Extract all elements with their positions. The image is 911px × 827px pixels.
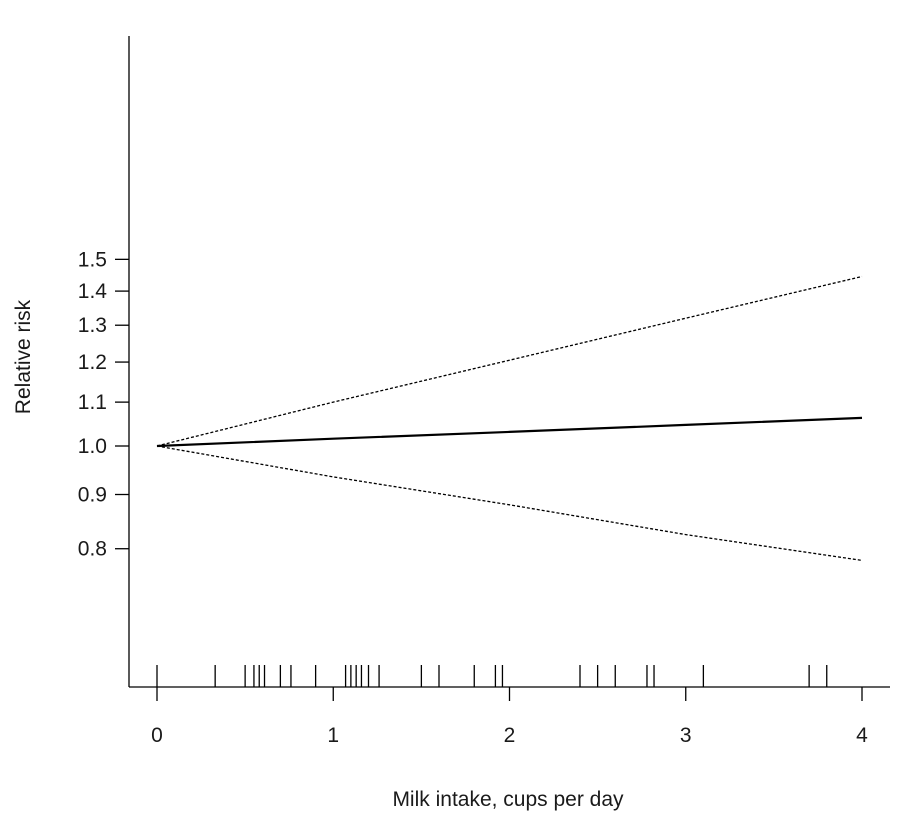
plot-area: 0.8 0.9 1.0 1.1 1.2 1.3 1.4 1.5 0 1 2 3 4 (78, 36, 890, 747)
x-tick-label: 2 (504, 724, 516, 747)
upper-ci-line (156, 275, 863, 447)
y-tick-label: 1.4 (78, 280, 108, 303)
y-tick-label: 1.3 (78, 314, 107, 337)
y-tick-label: 1.0 (78, 435, 107, 458)
y-tick-label: 1.5 (78, 248, 107, 271)
y-tick-label: 1.2 (78, 351, 107, 374)
y-tick-label: 1.1 (78, 391, 107, 414)
x-tick-label: 4 (856, 724, 868, 747)
y-tick-label: 0.8 (78, 538, 107, 561)
x-tick-label: 3 (680, 724, 692, 747)
x-tick-label: 0 (151, 724, 163, 747)
x-tick-label: 1 (327, 724, 339, 747)
lower-ci-line (156, 445, 863, 562)
estimate-line (156, 416, 863, 448)
y-tick-label: 0.9 (78, 484, 107, 507)
y-axis-label: Relative risk (12, 299, 35, 414)
x-axis-label: Milk intake, cups per day (392, 788, 624, 811)
